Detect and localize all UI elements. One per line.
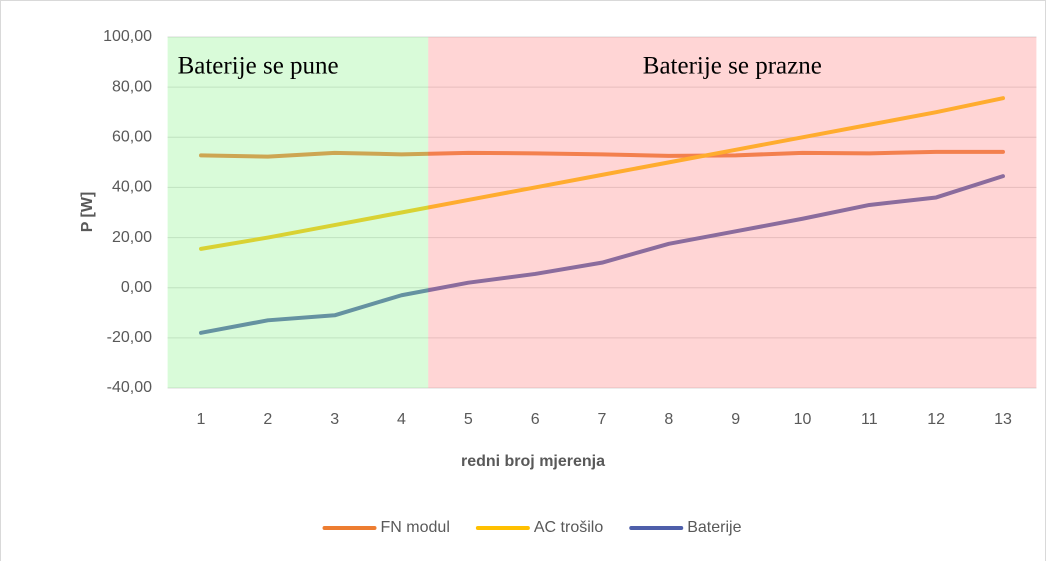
y-tick-label: 40,00 bbox=[112, 179, 152, 196]
legend-label: Baterije bbox=[687, 519, 741, 536]
x-tick-label: 7 bbox=[598, 411, 607, 428]
x-tick-label: 11 bbox=[861, 411, 878, 428]
x-tick-label: 1 bbox=[197, 411, 206, 428]
y-tick-label: -40,00 bbox=[107, 379, 152, 396]
x-tick-label: 3 bbox=[330, 411, 339, 428]
legend-label: FN modul bbox=[381, 519, 450, 536]
y-tick-label: 20,00 bbox=[112, 229, 152, 246]
legend-label: AC trošilo bbox=[534, 519, 603, 536]
x-tick-label: 9 bbox=[731, 411, 740, 428]
x-axis-title: redni broj mjerenja bbox=[461, 453, 605, 470]
region-label: Baterije se prazne bbox=[643, 53, 822, 80]
x-tick-label: 10 bbox=[794, 411, 812, 428]
region bbox=[167, 37, 429, 388]
y-tick-label: 0,00 bbox=[121, 279, 152, 296]
y-tick-label: 60,00 bbox=[112, 129, 152, 146]
region-label: Baterije se pune bbox=[178, 53, 339, 80]
series-line bbox=[199, 96, 1005, 251]
series-line bbox=[199, 174, 1005, 335]
x-tick-label: 2 bbox=[263, 411, 272, 428]
x-tick-label: 6 bbox=[531, 411, 540, 428]
x-tick-label: 8 bbox=[664, 411, 673, 428]
y-tick-label: 100,00 bbox=[103, 28, 152, 45]
y-tick-label: 80,00 bbox=[112, 78, 152, 95]
y-axis-title: P [W] bbox=[79, 192, 96, 233]
x-tick-label: 13 bbox=[994, 411, 1012, 428]
series-line bbox=[199, 149, 1005, 159]
x-tick-label: 5 bbox=[464, 411, 473, 428]
x-tick-label: 4 bbox=[397, 411, 406, 428]
region bbox=[428, 37, 1037, 388]
x-tick-label: 12 bbox=[927, 411, 945, 428]
y-tick-label: -20,00 bbox=[107, 329, 152, 346]
